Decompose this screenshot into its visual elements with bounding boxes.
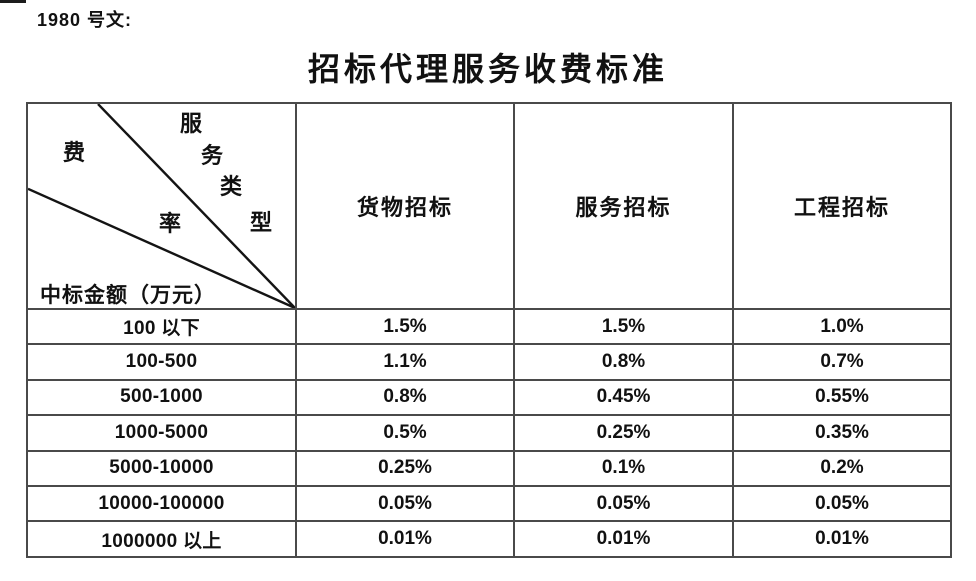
page-title: 招标代理服务收费标准 xyxy=(307,51,668,87)
rate-cell: 0.05% xyxy=(513,484,734,523)
fee-standard-table: 服 务 类 型 费 率 中标金额（万元） 货物招标 服务招标 工程招标 100 … xyxy=(26,102,952,558)
diag-rate-char: 费 xyxy=(62,140,86,165)
rate-cell: 1.0% xyxy=(732,307,952,346)
rate-cell: 1.1% xyxy=(295,343,515,381)
table-row: 1000-5000 0.5% 0.25% 0.35% xyxy=(26,414,952,452)
rate-cell: 0.25% xyxy=(295,449,515,487)
row-label: 100-500 xyxy=(26,343,297,381)
rate-cell: 1.5% xyxy=(513,307,734,346)
rate-cell: 0.45% xyxy=(513,378,734,417)
diagonal-header-cell: 服 务 类 型 费 率 中标金额（万元） xyxy=(26,102,297,310)
rate-cell: 0.8% xyxy=(513,343,734,381)
diag-type-char: 服 xyxy=(179,111,203,136)
rate-cell: 0.5% xyxy=(295,414,515,452)
column-header-engineering-bidding: 工程招标 xyxy=(732,102,952,310)
diag-type-char: 务 xyxy=(200,143,224,168)
rate-cell: 0.8% xyxy=(295,378,515,417)
document-number-label: 1980 号文: xyxy=(37,10,133,30)
row-label: 100 以下 xyxy=(26,307,297,346)
rate-cell: 0.7% xyxy=(732,343,952,381)
table-row: 500-1000 0.8% 0.45% 0.55% xyxy=(26,378,952,417)
table-row: 5000-10000 0.25% 0.1% 0.2% xyxy=(26,449,952,487)
row-label: 500-1000 xyxy=(26,378,297,417)
diag-type-char: 类 xyxy=(219,174,243,199)
rate-cell: 0.01% xyxy=(732,520,952,558)
table-row: 100 以下 1.5% 1.5% 1.0% xyxy=(26,307,952,346)
table-header-row: 服 务 类 型 费 率 中标金额（万元） 货物招标 服务招标 工程招标 xyxy=(26,102,952,310)
row-label: 1000-5000 xyxy=(26,414,297,452)
diag-rate-char: 率 xyxy=(158,211,182,236)
row-label: 1000000 以上 xyxy=(26,520,297,558)
row-label: 5000-10000 xyxy=(26,449,297,487)
diagonal-divider-lines xyxy=(28,104,295,308)
rate-cell: 0.05% xyxy=(295,484,515,523)
table-row: 10000-100000 0.05% 0.05% 0.05% xyxy=(26,484,952,523)
rate-cell: 1.5% xyxy=(295,307,515,346)
rate-cell: 0.01% xyxy=(513,520,734,558)
diag-type-char: 型 xyxy=(249,210,273,235)
rate-cell: 0.55% xyxy=(732,378,952,417)
table-row: 100-500 1.1% 0.8% 0.7% xyxy=(26,343,952,381)
rate-cell: 0.1% xyxy=(513,449,734,487)
table-row: 1000000 以上 0.01% 0.01% 0.01% xyxy=(26,520,952,558)
rate-cell: 0.01% xyxy=(295,520,515,558)
column-header-goods-bidding: 货物招标 xyxy=(295,102,515,310)
scan-artifact-mark xyxy=(0,0,26,3)
rate-cell: 0.05% xyxy=(732,484,952,523)
column-header-service-bidding: 服务招标 xyxy=(513,102,734,310)
rate-cell: 0.25% xyxy=(513,414,734,452)
amount-axis-label: 中标金额（万元） xyxy=(40,283,216,307)
rate-cell: 0.2% xyxy=(732,449,952,487)
row-label: 10000-100000 xyxy=(26,484,297,523)
rate-cell: 0.35% xyxy=(732,414,952,452)
